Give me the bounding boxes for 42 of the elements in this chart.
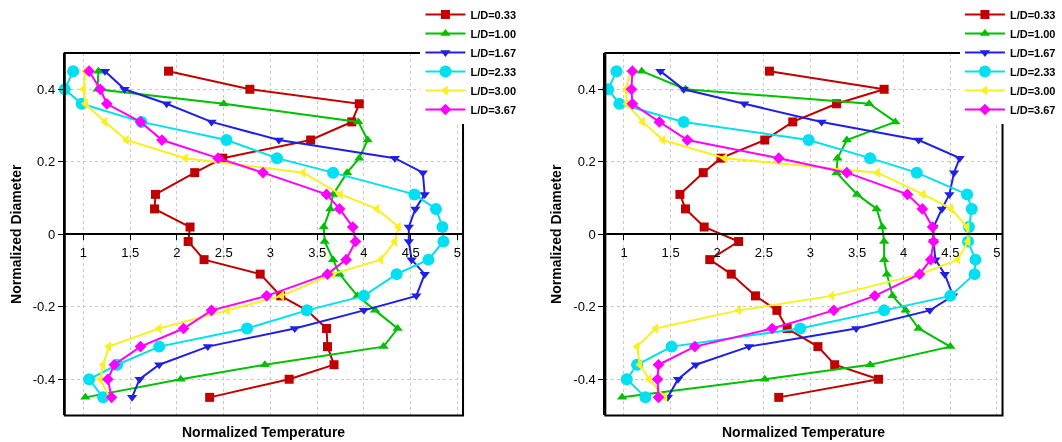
x-tick-label: 3.5 xyxy=(308,244,327,260)
x-tick-label: 2.5 xyxy=(214,244,233,260)
x-tick-label: 3 xyxy=(806,244,815,260)
x-tick-label: 5 xyxy=(453,244,462,260)
y-tick-label: 0.2 xyxy=(577,154,596,170)
legend-label: L/D=3.00 xyxy=(470,84,516,97)
x-tick-label: 3 xyxy=(266,244,275,260)
y-tick-label: -0.4 xyxy=(32,371,56,387)
legend-label: L/D=0.33 xyxy=(470,8,516,21)
y-tick-label: -0.2 xyxy=(573,299,596,315)
legend-label: L/D=1.00 xyxy=(1009,27,1056,40)
legend-label: L/D=1.67 xyxy=(470,46,516,59)
x-tick-label: 4.5 xyxy=(941,244,960,260)
x-tick-label: 1.5 xyxy=(121,244,140,260)
y-axis-title: Normalized Diameter xyxy=(7,164,24,304)
x-tick-label: 2.5 xyxy=(754,244,773,260)
legend-label: L/D=3.00 xyxy=(1009,84,1056,97)
y-tick-label: -0.2 xyxy=(32,299,56,315)
x-tick-label: 1 xyxy=(620,244,628,260)
x-tick-label: 1.5 xyxy=(661,244,680,260)
legend-label: L/D=2.33 xyxy=(470,65,516,78)
y-tick-label: 0 xyxy=(588,226,596,242)
y-tick-label: 0.4 xyxy=(577,81,596,97)
x-axis-title: Normalized Temperature xyxy=(182,424,346,440)
x-tick-label: 2 xyxy=(173,244,181,260)
y-tick-label: 0.4 xyxy=(37,81,56,97)
x-tick-label: 4 xyxy=(900,244,908,260)
x-tick-label: 5 xyxy=(993,244,1001,260)
y-tick-label: 0 xyxy=(47,226,56,242)
legend-label: L/D=0.33 xyxy=(1009,8,1056,21)
legend-label: L/D=3.67 xyxy=(1009,103,1056,116)
y-tick-label: -0.4 xyxy=(573,371,596,387)
legend-label: L/D=3.67 xyxy=(470,103,516,116)
x-axis-title: Normalized Temperature xyxy=(722,424,886,440)
legend-label: L/D=1.67 xyxy=(1009,46,1056,59)
x-tick-label: 3.5 xyxy=(848,244,867,260)
legend-label: L/D=1.00 xyxy=(470,27,516,40)
y-axis-title: Normalized Diameter xyxy=(548,164,565,304)
x-tick-label: 1 xyxy=(79,244,88,260)
legend-label: L/D=2.33 xyxy=(1009,65,1056,78)
y-tick-label: 0.2 xyxy=(37,154,56,170)
x-tick-label: 4 xyxy=(360,244,368,260)
